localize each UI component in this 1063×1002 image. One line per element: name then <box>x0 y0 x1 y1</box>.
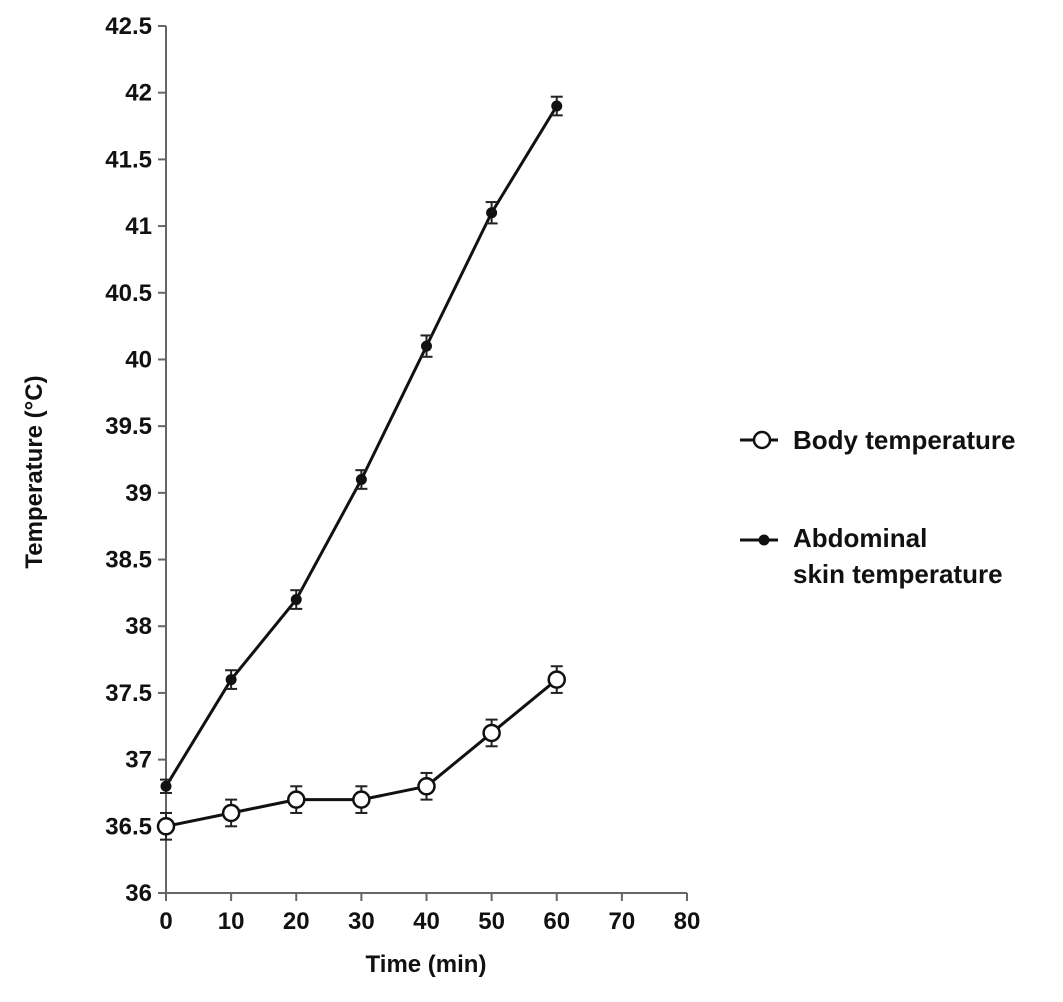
legend-label-abdominal-line2: skin temperature <box>793 559 1003 589</box>
y-tick-label: 40.5 <box>105 280 152 307</box>
y-tick-label: 36.5 <box>105 813 152 840</box>
data-point-filled-circle <box>551 100 563 112</box>
y-tick-label: 37 <box>125 747 152 774</box>
data-point-open-circle <box>352 790 371 809</box>
y-tick-label: 42 <box>125 80 152 107</box>
series-abdominal-skin-temperature <box>160 95 563 794</box>
y-tick-label: 39.5 <box>105 413 152 440</box>
y-tick-label: 38 <box>125 613 152 640</box>
data-point-open-circle <box>482 723 501 743</box>
legend-item-body-temperature: Body temperature <box>740 425 1016 455</box>
x-tick-label: 70 <box>609 908 636 935</box>
x-tick-label: 20 <box>283 908 310 935</box>
data-point-filled-circle <box>225 674 237 686</box>
data-point-open-circle <box>287 790 306 809</box>
legend: Body temperature Abdominal skin temperat… <box>740 425 1016 589</box>
data-point-open-circle <box>221 803 241 823</box>
data-point-open-circle <box>547 670 566 689</box>
legend-marker-filled-circle <box>758 534 770 546</box>
data-point-open-circle <box>156 817 176 836</box>
data-point-filled-circle <box>290 594 302 606</box>
y-tick-label: 37.5 <box>105 680 152 707</box>
y-tick-label: 42.5 <box>105 13 152 40</box>
y-tick-label: 36 <box>125 880 152 907</box>
data-point-open-circle <box>417 777 436 796</box>
series-line-abdominal-skin-temperature <box>164 105 559 788</box>
x-tick-label: 40 <box>413 908 440 935</box>
legend-label-body-temperature: Body temperature <box>793 425 1016 455</box>
y-tick-label: 39 <box>125 480 152 507</box>
x-tick-label: 60 <box>543 908 570 935</box>
legend-item-abdominal-skin-temperature: Abdominal skin temperature <box>740 523 1003 589</box>
axes: 36 36.5 37 37.5 38 38.5 39 39.5 40 40.5 41 41.5 42 42… <box>105 13 700 935</box>
y-tick-label: 40 <box>125 346 152 373</box>
legend-label-abdominal-line1: Abdominal <box>793 523 927 553</box>
series-layer <box>156 95 566 841</box>
y-axis-title: Temperature (°C) <box>21 375 48 568</box>
x-tick-label: 30 <box>348 908 375 935</box>
y-tick-label: 41.5 <box>105 146 152 173</box>
x-tick-label: 80 <box>674 908 701 935</box>
series-body-temperature <box>156 665 566 841</box>
data-point-filled-circle <box>486 207 498 219</box>
x-tick-label: 0 <box>159 908 172 935</box>
data-point-filled-circle <box>355 474 367 486</box>
x-tick-label: 10 <box>218 908 245 935</box>
y-tick-label: 41 <box>125 213 152 240</box>
x-tick-label: 50 <box>478 908 505 935</box>
legend-marker-open-circle <box>752 430 772 450</box>
data-point-filled-circle <box>421 340 432 352</box>
x-axis-title: Time (min) <box>366 951 487 978</box>
y-tick-label: 38.5 <box>105 547 152 574</box>
data-point-filled-circle <box>160 780 172 792</box>
